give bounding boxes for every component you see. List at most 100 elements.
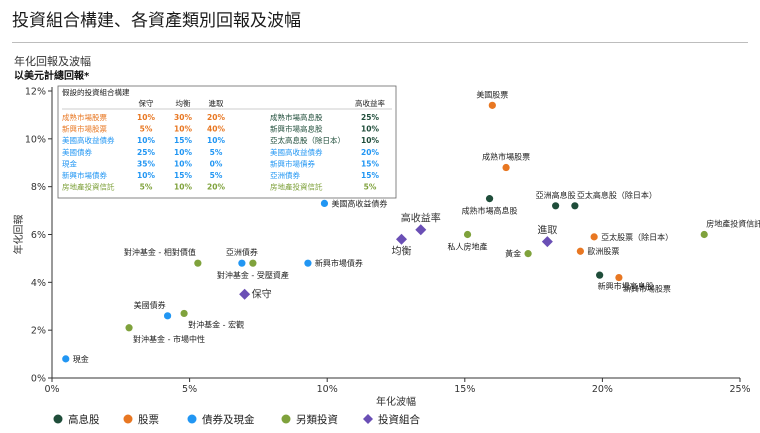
- allocation-row-name: 房地產投資信託: [62, 182, 115, 192]
- allocation-row-name: 美國高收益債券: [62, 135, 115, 145]
- allocation-row-name-income: 成熟市場高息股: [270, 112, 323, 122]
- data-point-equity: [502, 163, 510, 172]
- y-tick-label: 12%: [25, 87, 46, 98]
- legend-marker-bonds_cash: [187, 414, 197, 424]
- allocation-value-balanced: 30%: [174, 113, 192, 122]
- allocation-value-conservative: 5%: [140, 183, 153, 192]
- x-tick-label: 10%: [317, 384, 338, 395]
- data-point-bonds_cash: [238, 259, 246, 267]
- allocation-value-balanced: 10%: [174, 148, 192, 157]
- allocation-value-high-yield: 20%: [361, 148, 379, 157]
- allocation-value-conservative: 10%: [137, 136, 155, 145]
- data-point-alternatives: [524, 250, 532, 258]
- y-tick-label: 2%: [31, 326, 46, 337]
- allocation-value-aggressive: 20%: [207, 113, 225, 122]
- x-tick-label: 25%: [729, 384, 750, 395]
- x-tick-label: 15%: [454, 384, 475, 395]
- data-point-label: 美國債券: [134, 300, 166, 310]
- allocation-table-title: 假設的投資組合構建: [62, 87, 130, 97]
- data-point-label: 亞太高息股（除日本）: [577, 190, 657, 200]
- allocation-value-conservative: 5%: [140, 125, 153, 134]
- data-point-label: 新興市場股票: [623, 284, 671, 294]
- y-axis-title: 年化回報: [12, 215, 25, 255]
- allocation-value-high-yield: 15%: [361, 159, 379, 168]
- data-point-bonds_cash: [163, 312, 172, 320]
- allocation-table-header: 進取: [209, 99, 224, 108]
- portfolio-diamond: [415, 224, 427, 236]
- data-point-label: 歐洲股票: [587, 246, 619, 256]
- portfolio-diamond: [396, 233, 408, 245]
- data-point-bonds_cash: [320, 199, 329, 208]
- title-divider: [12, 42, 748, 43]
- data-point-label: 房地產投資信託: [706, 219, 760, 229]
- allocation-table: [57, 85, 397, 199]
- allocation-value-balanced: 15%: [174, 136, 192, 145]
- data-point-label: 成熟市場股票: [482, 152, 530, 162]
- allocation-value-balanced: 10%: [174, 159, 192, 168]
- allocation-row-name-income: 新興市場債券: [270, 158, 315, 168]
- chart-subtitle-basis: 以美元計總回報*: [14, 71, 90, 82]
- data-point-label: 美國高收益債券: [331, 198, 387, 208]
- y-tick-label: 6%: [31, 230, 46, 241]
- allocation-value-conservative: 35%: [137, 159, 155, 168]
- allocation-value-conservative: 10%: [137, 171, 155, 180]
- allocation-row-name-income: 房地產投資信託: [270, 182, 323, 192]
- allocation-value-aggressive: 0%: [210, 159, 223, 168]
- data-point-high_income: [596, 271, 604, 279]
- data-point-label: 美國股票: [476, 89, 508, 99]
- data-point-label: 亞太股票（除日本）: [601, 232, 673, 242]
- data-point-equity: [576, 247, 584, 255]
- allocation-table-header: 保守: [139, 98, 154, 108]
- portfolio-label: 均衡: [392, 245, 412, 257]
- allocation-row-name-income: 美國高收益債券: [270, 147, 323, 157]
- portfolio-label: 保守: [252, 287, 272, 300]
- data-point-equity: [488, 101, 496, 109]
- data-point-alternatives: [180, 309, 188, 318]
- allocation-value-conservative: 10%: [137, 113, 155, 122]
- y-tick-label: 10%: [25, 134, 46, 145]
- allocation-value-high-yield: 5%: [364, 183, 377, 192]
- data-point-alternatives: [194, 259, 202, 267]
- legend-label: 股票: [138, 414, 159, 426]
- allocation-value-balanced: 10%: [174, 183, 192, 192]
- data-point-label: 亞洲債券: [226, 247, 258, 257]
- data-point-label: 對沖基金 - 受壓資產: [217, 270, 289, 280]
- allocation-row-name: 成熟市場股票: [62, 112, 107, 122]
- legend-marker-high_income: [53, 414, 63, 424]
- data-point-label: 對沖基金 - 相對價值: [124, 247, 196, 257]
- chart-subtitle: 年化回報及波幅: [14, 55, 91, 68]
- data-point-alternatives: [125, 324, 133, 332]
- data-point-label: 成熟市場高息股: [462, 206, 518, 216]
- portfolio-label: 高收益率: [401, 212, 441, 225]
- data-point-equity: [615, 273, 623, 282]
- legend-label: 高息股: [68, 413, 100, 426]
- x-axis-title: 年化波幅: [376, 395, 416, 408]
- allocation-value-aggressive: 5%: [210, 148, 223, 157]
- data-point-label: 私人房地產: [448, 242, 488, 252]
- allocation-row-name: 美國債券: [62, 147, 92, 157]
- data-point-label: 對沖基金 - 市場中性: [133, 334, 205, 344]
- data-point-bonds_cash: [304, 259, 312, 267]
- data-point-alternatives: [249, 259, 257, 267]
- data-point-high_income: [571, 202, 579, 210]
- x-tick-label: 0%: [44, 384, 59, 395]
- portfolio-label: 進取: [537, 225, 557, 237]
- data-point-label: 對沖基金 - 宏觀: [188, 319, 244, 329]
- page-title: 投資組合構建、各資產類別回報及波幅: [12, 11, 301, 31]
- portfolio-diamond: [239, 288, 251, 300]
- data-point-bonds_cash: [62, 355, 70, 363]
- data-point-high_income: [552, 202, 560, 210]
- data-point-label: 黃金: [505, 249, 521, 259]
- allocation-value-high-yield: 10%: [361, 136, 379, 145]
- allocation-row-name-income: 新興市場高息股: [270, 124, 323, 134]
- data-point-alternatives: [700, 230, 708, 239]
- x-tick-label: 20%: [592, 384, 613, 395]
- data-point-label: 現金: [73, 354, 89, 364]
- y-tick-label: 0%: [31, 374, 46, 385]
- allocation-value-conservative: 25%: [137, 148, 155, 157]
- legend-marker-equity: [123, 414, 133, 424]
- y-tick-label: 8%: [31, 182, 46, 193]
- allocation-value-high-yield: 10%: [361, 125, 379, 134]
- allocation-value-aggressive: 40%: [207, 125, 225, 134]
- allocation-row-name-income: 亞太高息股（除日本）: [270, 135, 345, 145]
